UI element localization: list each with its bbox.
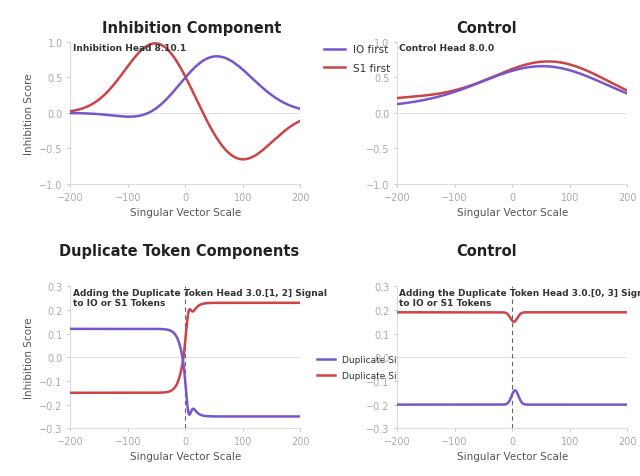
X-axis label: Singular Vector Scale: Singular Vector Scale <box>456 452 568 462</box>
Text: Adding the Duplicate Token Head 3.0.[1, 2] Signal
to IO or S1 Tokens: Adding the Duplicate Token Head 3.0.[1, … <box>73 288 326 307</box>
Legend: IO first, S1 first: IO first, S1 first <box>324 45 390 73</box>
Legend: Duplicate Signal Added to IO, Duplicate Signal Added to S1: Duplicate Signal Added to IO, Duplicate … <box>317 355 474 380</box>
Y-axis label: Inhibition Score: Inhibition Score <box>24 317 34 398</box>
Text: Inhibition Head 8.10.1: Inhibition Head 8.10.1 <box>73 44 186 53</box>
Text: Adding the Duplicate Token Head 3.0.[0, 3] Signal
to IO or S1 Tokens: Adding the Duplicate Token Head 3.0.[0, … <box>399 288 640 307</box>
X-axis label: Singular Vector Scale: Singular Vector Scale <box>130 452 241 462</box>
Text: Inhibition Component: Inhibition Component <box>102 21 282 36</box>
Text: Control: Control <box>456 21 516 36</box>
Text: Duplicate Token Components: Duplicate Token Components <box>59 244 300 258</box>
X-axis label: Singular Vector Scale: Singular Vector Scale <box>130 208 241 218</box>
Text: Control Head 8.0.0: Control Head 8.0.0 <box>399 44 495 53</box>
X-axis label: Singular Vector Scale: Singular Vector Scale <box>456 208 568 218</box>
Y-axis label: Inhibition Score: Inhibition Score <box>24 73 34 154</box>
Text: Control: Control <box>456 244 516 258</box>
